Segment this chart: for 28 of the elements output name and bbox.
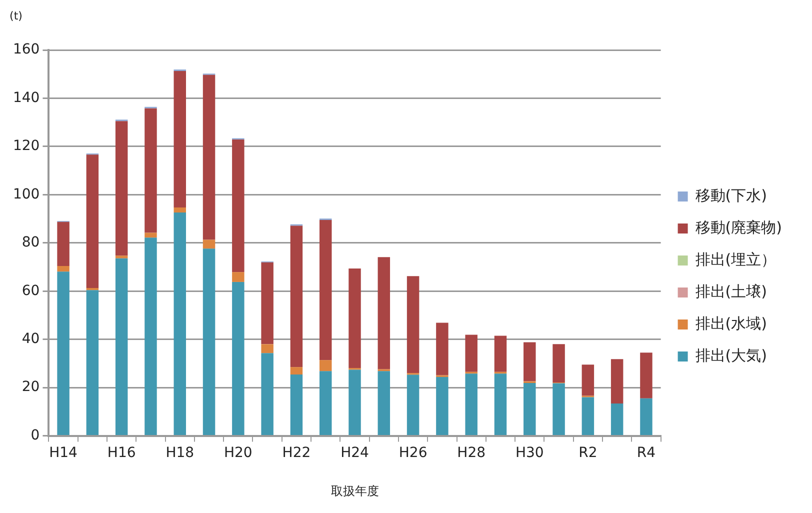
- x-tick-label: H28: [457, 444, 486, 461]
- y-tick-label: 0: [30, 427, 40, 444]
- legend-label: 排出(大気): [695, 346, 768, 364]
- x-tick-label: H22: [282, 444, 311, 461]
- x-tick-label: R2: [578, 444, 598, 461]
- x-tick-label: H18: [166, 444, 194, 461]
- y-tick-label: 140: [12, 90, 40, 106]
- y-tick-label: 60: [22, 282, 40, 299]
- x-tick-label: H20: [224, 444, 252, 461]
- x-tick-label: H26: [398, 444, 428, 461]
- y-axis-title: (t): [10, 9, 22, 22]
- x-tick-label: R4: [636, 444, 656, 461]
- legend-label: 排出(水域): [695, 314, 768, 332]
- x-tick-label: H30: [515, 444, 544, 461]
- x-tick-label: H24: [340, 444, 370, 461]
- y-tick-label: 20: [22, 379, 40, 396]
- y-tick-label: 80: [22, 234, 40, 251]
- legend-label: 移動(廃棄物): [695, 218, 782, 236]
- y-tick-label: 120: [12, 138, 40, 154]
- legend-label: 排出(埋立）: [695, 250, 776, 268]
- legend-label: 移動(下水): [695, 186, 768, 204]
- y-tick-label: 160: [12, 42, 40, 58]
- x-axis-title: 取扱年度: [330, 484, 379, 498]
- y-tick-label: 100: [12, 186, 40, 202]
- y-tick-label: 40: [22, 330, 40, 347]
- legend-label: 排出(土壌): [695, 282, 768, 300]
- x-tick-label: H14: [49, 444, 78, 461]
- x-tick-label: H16: [107, 444, 136, 461]
